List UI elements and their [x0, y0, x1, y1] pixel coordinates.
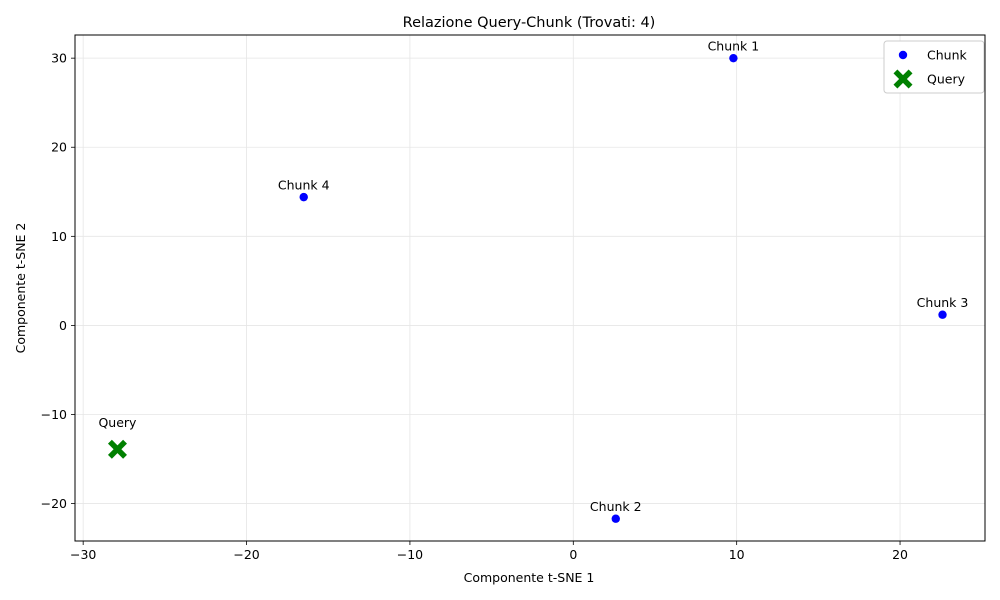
chunk-point-label: Chunk 1	[708, 39, 760, 54]
chunk-point-label: Chunk 3	[917, 295, 969, 310]
query-point	[107, 439, 127, 459]
legend-label: Chunk	[927, 48, 967, 63]
x-tick-label: 20	[892, 547, 908, 562]
chunk-point	[938, 310, 947, 319]
y-tick-label: 30	[51, 51, 67, 66]
y-tick-label: −10	[41, 407, 67, 422]
grid	[75, 35, 985, 541]
x-tick-label: −20	[233, 547, 259, 562]
y-tick-label: 0	[59, 318, 67, 333]
y-tick-label: −20	[41, 496, 67, 511]
x-axis-title: Componente t-SNE 1	[464, 570, 595, 585]
data-points: Chunk 1 Chunk 2 Chunk 3 Chunk 4 Query	[98, 39, 968, 523]
legend-frame	[883, 40, 985, 94]
x-tick-label: 0	[569, 547, 577, 562]
chunk-point	[611, 514, 620, 523]
query-point-label: Query	[98, 415, 137, 430]
y-tick-label: 20	[51, 140, 67, 155]
axis-ticks: −30 −20 −10 0 10 20 −20 −10 0 10 20 30	[41, 51, 908, 562]
x-tick-label: −30	[70, 547, 96, 562]
legend-chunk-marker	[898, 50, 908, 60]
x-tick-label: −10	[397, 547, 423, 562]
chart-title: Relazione Query-Chunk (Trovati: 4)	[403, 15, 656, 31]
y-axis-title: Componente t-SNE 2	[13, 223, 28, 354]
chunk-point	[729, 53, 738, 63]
chunk-point-label: Chunk 2	[590, 499, 642, 514]
chunk-point-label: Chunk 4	[278, 178, 330, 193]
y-tick-label: 10	[51, 229, 67, 244]
legend: Chunk Query	[883, 40, 985, 94]
plot-frame	[74, 34, 986, 542]
chunk-point	[299, 192, 308, 202]
legend-query-marker	[893, 69, 913, 89]
x-tick-label: 10	[729, 547, 745, 562]
legend-label: Query	[927, 72, 966, 87]
